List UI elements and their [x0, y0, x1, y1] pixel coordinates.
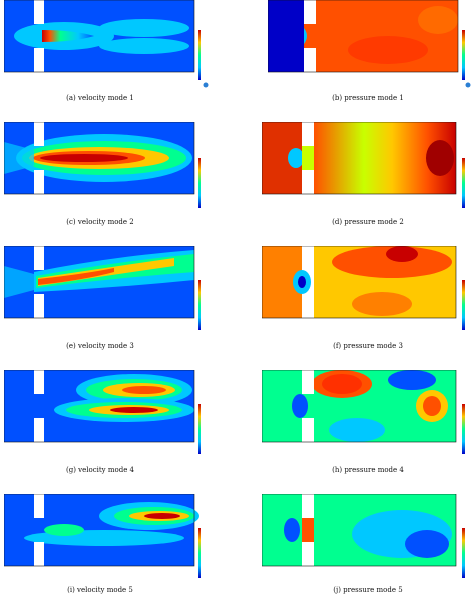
caption-i: (i) velocity mode 5	[67, 586, 133, 594]
caption-j: (j) pressure mode 5	[333, 586, 403, 594]
colorbar	[198, 30, 201, 80]
panel-pressure-mode-2	[262, 122, 474, 214]
panel-velocity-mode-4	[4, 370, 214, 462]
panel-pressure-mode-3	[262, 246, 474, 338]
panel-pressure-mode-1	[268, 0, 474, 90]
panel-velocity-mode-3	[4, 246, 214, 338]
panel-velocity-mode-2	[4, 122, 214, 214]
caption-d: (d) pressure mode 2	[332, 218, 404, 226]
caption-b: (b) pressure mode 1	[332, 94, 404, 102]
panel-pressure-mode-5	[262, 494, 474, 586]
panel-velocity-mode-1	[4, 0, 214, 90]
caption-c: (c) velocity mode 2	[66, 218, 134, 226]
caption-a: (a) velocity mode 1	[66, 94, 134, 102]
caption-g: (g) velocity mode 4	[65, 466, 135, 474]
caption-e: (e) velocity mode 3	[66, 342, 134, 350]
caption-f: (f) pressure mode 3	[333, 342, 403, 350]
caption-h: (h) pressure mode 4	[332, 466, 404, 474]
panel-velocity-mode-5	[4, 494, 214, 586]
panel-pressure-mode-4	[262, 370, 474, 462]
